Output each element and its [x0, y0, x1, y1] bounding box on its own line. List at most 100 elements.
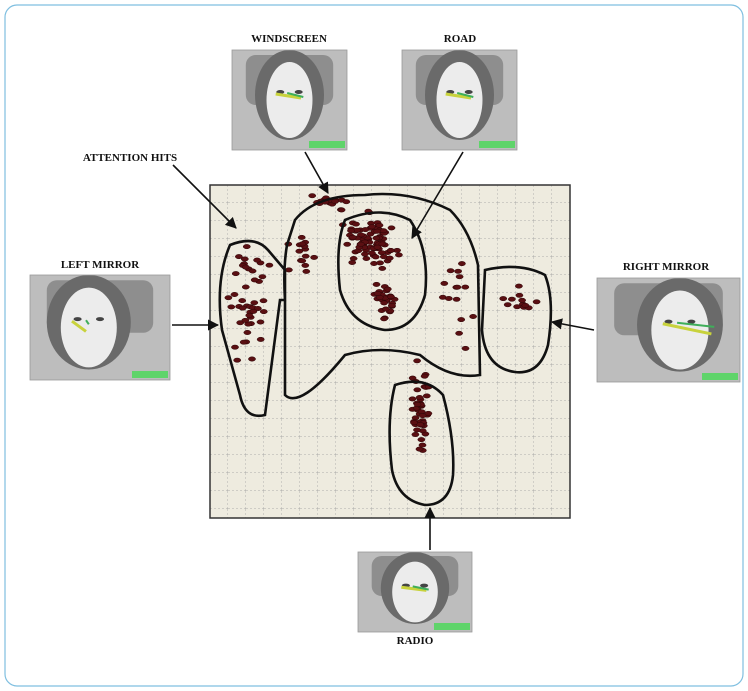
view-label: RADIO [397, 635, 434, 647]
hit-dot [415, 395, 424, 400]
image-border [29, 274, 171, 381]
hit-dot [417, 437, 426, 443]
timestamp-tag [132, 371, 168, 378]
hit-dot [521, 302, 530, 308]
eye [96, 317, 104, 322]
hit-dot [248, 268, 257, 274]
face [651, 290, 709, 370]
hit-dot [227, 304, 236, 310]
hit-dot [410, 420, 418, 426]
hit-dot [343, 241, 352, 247]
gaze-vector [412, 585, 429, 591]
hit-dot [297, 234, 306, 240]
hit-dot [461, 345, 470, 351]
face-image [357, 551, 473, 633]
eye [687, 319, 696, 324]
attention-hits [224, 193, 541, 453]
hit-dot [395, 252, 403, 258]
hit-dot [440, 280, 449, 286]
hit-dot [238, 305, 247, 311]
arrow [550, 318, 595, 331]
hit-dot [361, 251, 369, 257]
windscreen-region [218, 192, 482, 418]
hit-dot [342, 199, 351, 205]
hit-dot [250, 277, 259, 283]
image-border [357, 551, 473, 633]
hit-dot [455, 330, 463, 336]
gaze-vector [286, 92, 304, 98]
hit-dot [513, 304, 521, 310]
hit-dot [242, 244, 251, 250]
face-image [596, 277, 741, 383]
hit-dot [259, 298, 268, 304]
hit-dot [265, 262, 274, 268]
hit-dot [224, 295, 233, 301]
hit-dot [245, 312, 254, 318]
hit-dot [298, 258, 307, 264]
hit-dot [253, 257, 261, 263]
hit-dot [415, 446, 424, 452]
view-label: RIGHT MIRROR [623, 261, 710, 273]
hit-dot [385, 255, 394, 261]
arrow [304, 151, 329, 194]
hit-dot [383, 286, 392, 292]
eye [294, 90, 303, 94]
eye [664, 319, 673, 324]
hit-dot [230, 292, 239, 297]
gaze-vector [445, 92, 472, 100]
hit-dot [239, 339, 248, 345]
hit-dot [413, 427, 421, 433]
hit-dot [380, 316, 388, 322]
hit-dot [372, 235, 381, 241]
gaze-vector [662, 322, 712, 336]
plot-border [209, 184, 571, 519]
hit-dot [518, 297, 526, 303]
hit-dot [503, 302, 512, 308]
arrow [411, 151, 464, 239]
timestamp-tag [479, 141, 515, 148]
hit-dot [243, 330, 252, 335]
hit-dot [453, 284, 462, 290]
hit-dot [241, 264, 250, 270]
hit-dot [444, 296, 453, 301]
face-image [231, 49, 348, 151]
hit-dot [256, 319, 265, 325]
hit-dot [413, 358, 421, 364]
hit-dot [373, 244, 382, 250]
view-label: WINDSCREEN [251, 33, 327, 45]
hit-dot [532, 299, 541, 305]
image-border [596, 277, 741, 383]
hit-dot [455, 274, 464, 280]
hit-dot [461, 284, 470, 290]
hit-dot [515, 292, 524, 298]
hit-dot [418, 442, 427, 448]
hit-dot [361, 227, 370, 233]
hit-dot [248, 356, 256, 362]
hit-dot [515, 283, 523, 289]
hit-dot [411, 432, 420, 437]
face [266, 62, 313, 138]
hit-dot [422, 393, 431, 399]
hit-dot [408, 396, 417, 402]
hit-dot [380, 300, 388, 306]
hit-dot [376, 260, 384, 266]
gaze-vector [456, 92, 474, 98]
hit-dot [457, 317, 466, 323]
hit-dot [386, 247, 395, 253]
hit-dot [285, 267, 293, 273]
eye [73, 317, 82, 322]
hit-dot [308, 193, 317, 199]
hit-dot [452, 296, 461, 302]
radio-region [388, 380, 455, 507]
hit-dot [373, 228, 382, 234]
hit-dot [373, 290, 382, 296]
gaze-vector [71, 319, 87, 333]
hit-dot [241, 317, 250, 323]
hit-dot [418, 413, 427, 419]
view-label: LEFT MIRROR [61, 259, 140, 271]
hit-dot [378, 265, 387, 271]
face [60, 287, 117, 368]
annotation: ATTENTION HITS [83, 152, 177, 164]
hit-dot [375, 294, 384, 300]
